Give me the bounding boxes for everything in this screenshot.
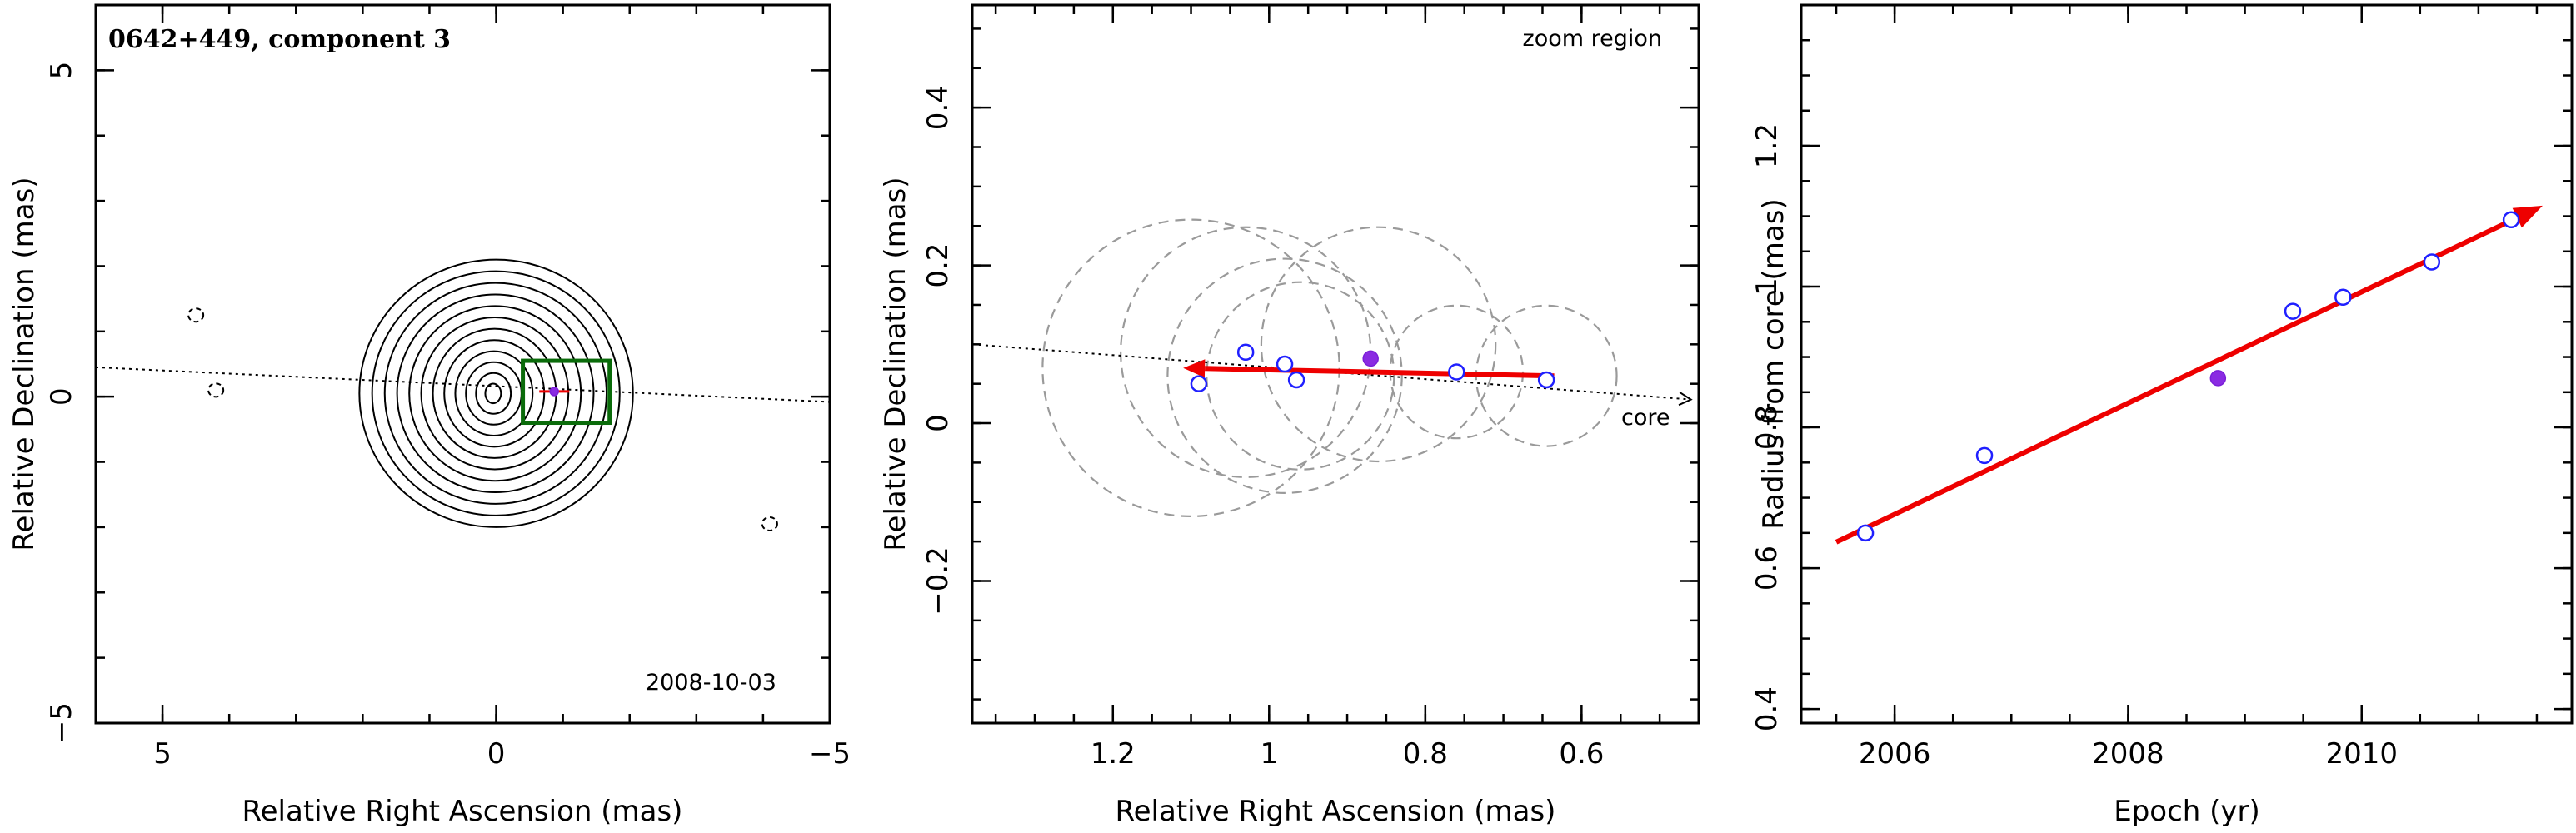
x-tick-label: 2008 xyxy=(2092,737,2164,771)
contour-level xyxy=(475,372,512,415)
panel-zoom-ticks: 1.2 1 0.8 0.6 −0.2 0 0.2 0.4 xyxy=(921,5,1699,771)
error-circle xyxy=(1260,226,1497,463)
contour-level xyxy=(484,382,502,405)
panel-radius-ylabel: Radius from core (mas) xyxy=(1757,198,1790,529)
panel-radius-frame xyxy=(1800,3,2574,725)
panel-map-ghost-features xyxy=(187,307,778,531)
x-tick-label: 5 xyxy=(153,737,172,771)
y-tick-label: 0.4 xyxy=(921,85,955,130)
radius-point xyxy=(2423,253,2441,271)
contour-level xyxy=(465,361,522,426)
panel-radius: 2006 2008 2010 0.4 0.6 0.8 1 1.2 Epoch (yr) Rad… xyxy=(1750,3,2574,828)
radius-point xyxy=(1975,446,1994,465)
x-tick-label: 1 xyxy=(1260,737,1278,771)
component-point xyxy=(549,387,559,397)
position-point xyxy=(1448,363,1465,381)
fit-line xyxy=(1835,205,2543,545)
panel-zoom: 1.2 1 0.8 0.6 −0.2 0 0.2 0.4 zoom region core R… xyxy=(879,3,1700,828)
epoch-label: 2008-10-03 xyxy=(646,670,776,696)
ghost-feature xyxy=(761,516,778,531)
zoom-region-label: zoom region xyxy=(1523,26,1662,52)
position-point xyxy=(1287,371,1305,389)
error-circle xyxy=(1206,281,1395,471)
y-tick-label: 0.6 xyxy=(1750,546,1784,591)
contour-level xyxy=(432,327,557,459)
contour-level xyxy=(408,305,582,482)
y-tick-label: 0.8 xyxy=(1750,405,1784,450)
panel-map-frame xyxy=(94,3,831,725)
radius-point xyxy=(2284,302,2302,320)
radius-point xyxy=(2334,288,2352,306)
x-tick-label: −5 xyxy=(809,737,851,771)
fit-line-shaft xyxy=(1835,215,2519,545)
x-tick-label: 0 xyxy=(487,737,506,771)
panel-radius-xlabel: Epoch (yr) xyxy=(2114,795,2260,828)
y-tick-label: 0.2 xyxy=(921,243,955,288)
contour-level xyxy=(420,317,570,471)
y-tick-label: 0 xyxy=(921,414,955,432)
velocity-vector-shaft xyxy=(1205,366,1555,379)
core-arrowhead xyxy=(1678,392,1693,407)
ghost-feature xyxy=(207,382,225,398)
position-point xyxy=(1537,371,1555,389)
panel-map-ridge-line xyxy=(95,366,831,403)
panel-map: 5 0 −5 −5 0 5 0642+449, component 3 2008-10-0… xyxy=(7,3,851,828)
radius-point xyxy=(1856,524,1875,542)
x-tick-label: 0.8 xyxy=(1403,737,1448,771)
error-circle xyxy=(1041,218,1340,517)
position-points xyxy=(1190,343,1555,392)
y-tick-label: −0.2 xyxy=(921,546,955,616)
panel-map-title: 0642+449, component 3 xyxy=(108,25,451,54)
x-tick-label: 0.6 xyxy=(1559,737,1604,771)
core-label: core xyxy=(1621,405,1670,431)
x-tick-label: 1.2 xyxy=(1091,737,1136,771)
velocity-vector-head xyxy=(1183,359,1206,378)
y-tick-label: 1 xyxy=(1750,277,1784,296)
fit-line-head xyxy=(2512,205,2543,228)
y-tick-label: 1.2 xyxy=(1750,123,1784,168)
contour-level xyxy=(396,293,595,494)
panel-map-contours xyxy=(358,258,634,528)
panel-map-ylabel: Relative Declination (mas) xyxy=(7,177,41,551)
contour-level xyxy=(383,282,608,505)
position-point xyxy=(1190,375,1208,392)
contour-level xyxy=(443,339,546,448)
y-tick-label: −5 xyxy=(45,702,78,744)
y-tick-label: 0.4 xyxy=(1750,686,1784,731)
zoom-box xyxy=(521,358,612,426)
error-circle xyxy=(1166,257,1403,494)
position-point xyxy=(1276,355,1294,373)
panel-zoom-ylabel: Relative Declination (mas) xyxy=(879,177,912,551)
contour-level xyxy=(454,350,534,436)
velocity-vector xyxy=(1183,359,1555,379)
x-tick-label: 2010 xyxy=(2325,737,2398,771)
y-tick-label: 5 xyxy=(45,62,78,80)
contour-level xyxy=(371,270,621,516)
contour-level xyxy=(358,258,634,528)
panel-zoom-xlabel: Relative Right Ascension (mas) xyxy=(1116,795,1556,828)
component-marker xyxy=(539,387,570,397)
panel-radius-ticks: 2006 2008 2010 0.4 0.6 0.8 1 1.2 xyxy=(1750,5,2572,771)
panel-zoom-frame xyxy=(971,3,1700,725)
radius-point xyxy=(2502,211,2520,229)
position-point-filled xyxy=(1362,350,1379,367)
y-tick-label: 0 xyxy=(45,387,78,406)
radius-point-filled xyxy=(2209,370,2227,387)
radius-points xyxy=(1856,211,2520,542)
x-tick-label: 2006 xyxy=(1859,737,1931,771)
panel-map-xlabel: Relative Right Ascension (mas) xyxy=(242,795,683,828)
panel-map-ticks: 5 0 −5 −5 0 5 xyxy=(45,5,851,771)
ghost-feature xyxy=(187,307,205,323)
error-circles xyxy=(1041,218,1618,517)
position-point xyxy=(1236,343,1255,362)
